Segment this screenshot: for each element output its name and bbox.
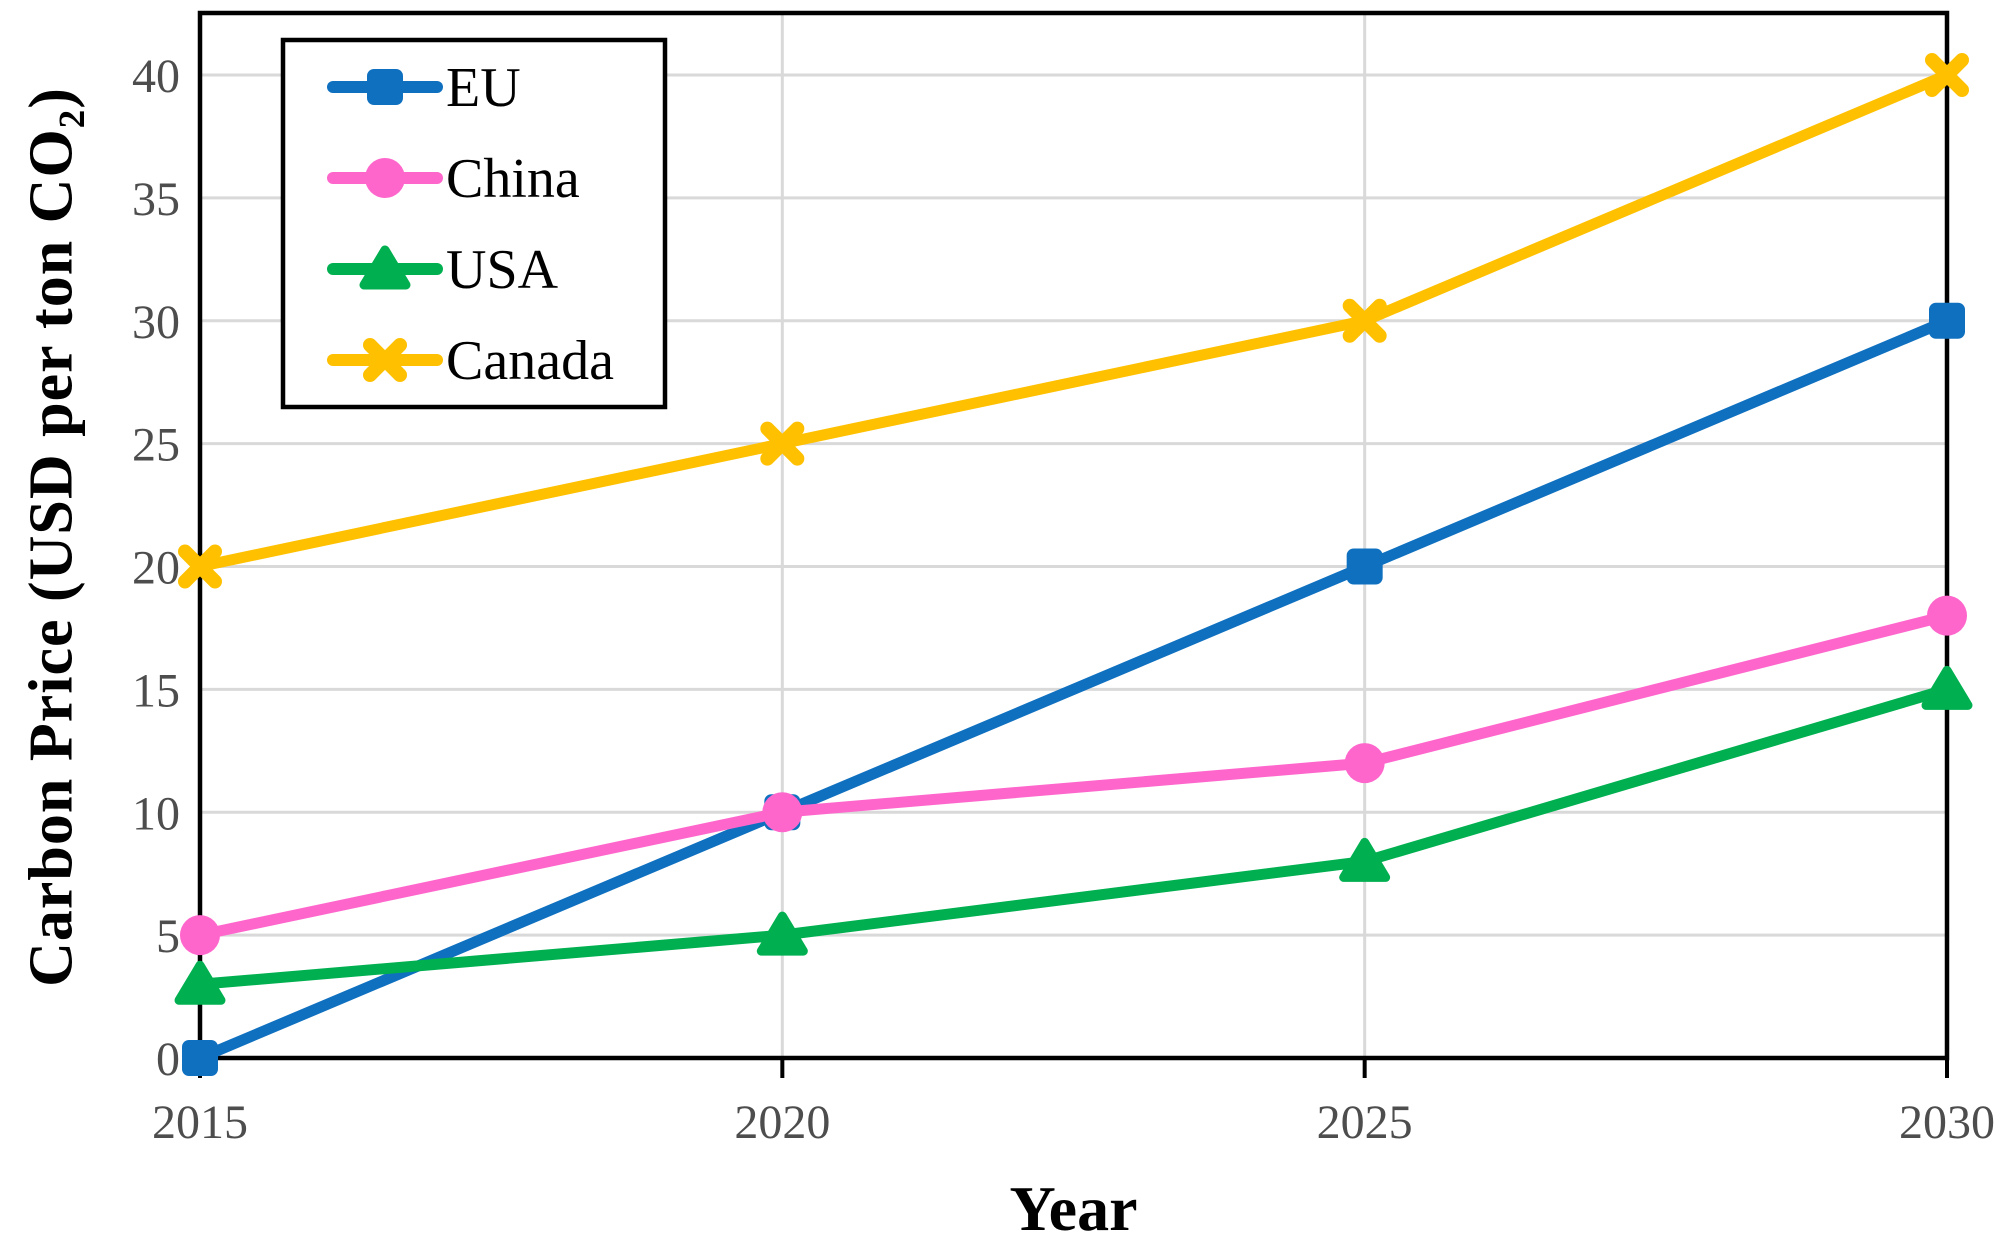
- data-point-eu-2030: [1929, 302, 1965, 339]
- legend-marker-usa-icon: [359, 245, 411, 290]
- legend-label-usa: USA: [446, 239, 559, 301]
- data-point-eu-2025: [1346, 548, 1383, 585]
- series-line-canada: [194, 69, 1953, 572]
- data-point-usa-2020: [756, 911, 808, 956]
- y-tick-label: 40: [132, 50, 180, 103]
- x-axis-title: Year: [1009, 1173, 1138, 1244]
- legend-marker-eu-icon: [367, 69, 403, 105]
- x-tick-label: 2025: [1317, 1096, 1413, 1149]
- y-tick-label: 25: [132, 419, 180, 472]
- y-tick-label: 20: [132, 542, 180, 595]
- y-axis-title: Carbon Price (USD per ton CO₂): [17, 87, 86, 987]
- data-point-usa-2025: [1339, 837, 1391, 882]
- plot-frame: [197, 10, 1950, 1061]
- legend-label-china: China: [446, 148, 580, 210]
- x-tick-label: 2015: [152, 1096, 248, 1149]
- data-point-canada-2030: [1925, 53, 1969, 97]
- data-point-china-2015: [180, 915, 220, 956]
- legend-label-eu: EU: [446, 57, 521, 119]
- y-tick-label: 5: [156, 910, 180, 963]
- data-point-china-2020: [762, 792, 803, 833]
- y-tick-label: 0: [156, 1033, 180, 1086]
- data-point-canada-2015: [178, 544, 222, 589]
- data-point-canada-2020: [760, 421, 805, 466]
- legend-box: [280, 37, 668, 410]
- y-tick-label: 10: [132, 787, 180, 840]
- legend-label-canada: Canada: [446, 330, 614, 392]
- data-point-china-2025: [1344, 743, 1385, 784]
- y-tick-label: 15: [132, 664, 180, 717]
- data-point-eu-2015: [182, 1040, 218, 1076]
- legend-marker-china-icon: [365, 158, 405, 198]
- x-tick-label: 2030: [1899, 1096, 1995, 1149]
- y-tick-label: 30: [132, 296, 180, 349]
- series-line-eu: [194, 315, 1953, 1064]
- legend-marker-canada-icon: [363, 338, 407, 382]
- series-line-usa: [194, 683, 1953, 990]
- data-point-usa-2030: [1921, 665, 1973, 710]
- data-point-china-2030: [1927, 595, 1967, 636]
- data-point-usa-2015: [174, 960, 226, 1005]
- data-point-canada-2025: [1342, 298, 1387, 343]
- x-tick-label: 2020: [734, 1096, 830, 1149]
- y-tick-label: 35: [132, 173, 180, 226]
- series-line-china: [194, 610, 1953, 941]
